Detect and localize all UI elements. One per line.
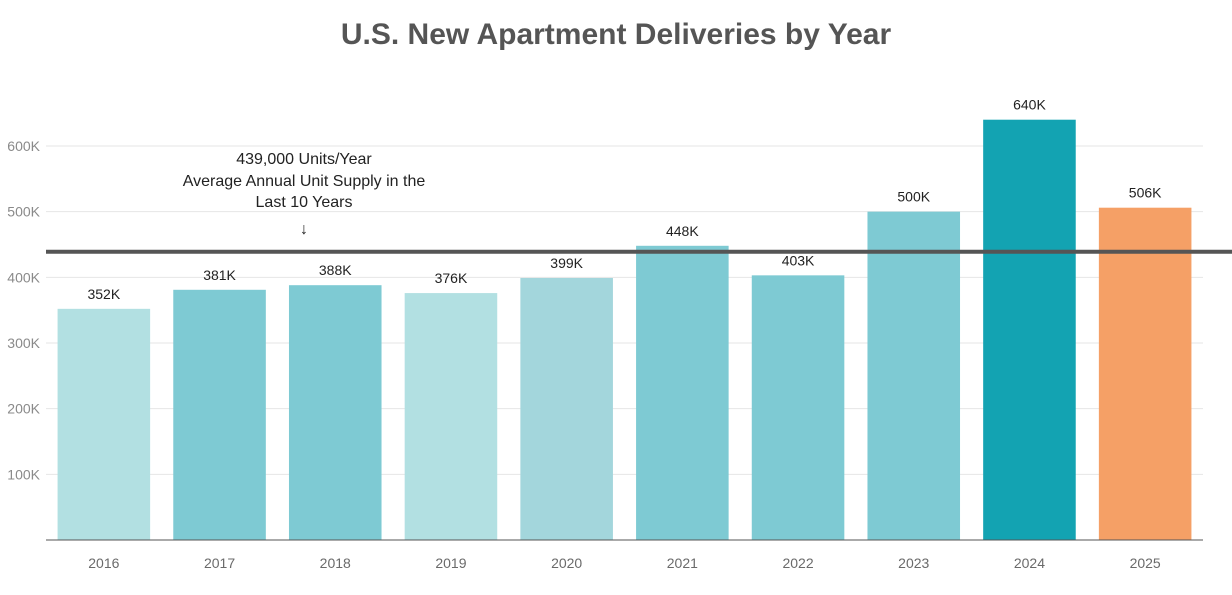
annotation-text: Last 10 Years [256, 194, 353, 211]
bar [1098, 207, 1192, 541]
y-tick-label: 500K [7, 204, 40, 220]
annotation-text: 439,000 Units/Year [236, 151, 372, 168]
x-tick-label: 2023 [898, 555, 929, 571]
bar [173, 289, 266, 540]
x-tick-label: 2021 [667, 555, 698, 571]
x-tick-label: 2025 [1130, 555, 1161, 571]
data-label: 388K [319, 262, 352, 278]
bar [983, 119, 1076, 541]
y-tick-label: 100K [7, 466, 40, 482]
y-tick-label: 300K [7, 335, 40, 351]
y-tick-label: 400K [7, 269, 40, 285]
y-tick-label: 600K [7, 138, 40, 154]
data-label: 500K [897, 189, 930, 205]
bar [636, 245, 729, 540]
x-tick-label: 2022 [782, 555, 813, 571]
data-label: 640K [1013, 97, 1046, 113]
bar [751, 275, 845, 540]
data-label: 352K [87, 286, 120, 302]
x-tick-label: 2018 [320, 555, 351, 571]
data-label: 381K [203, 267, 236, 283]
data-label: 448K [666, 223, 699, 239]
y-tick-label: 200K [7, 401, 40, 417]
bar [57, 308, 151, 540]
x-tick-label: 2024 [1014, 555, 1045, 571]
data-label: 506K [1129, 185, 1162, 201]
data-label: 399K [550, 255, 583, 271]
data-label: 403K [782, 252, 815, 268]
chart-title: U.S. New Apartment Deliveries by Year [340, 18, 892, 51]
x-tick-label: 2020 [551, 555, 582, 571]
bar [288, 285, 382, 540]
x-tick-label: 2019 [435, 555, 466, 571]
bar [520, 277, 613, 540]
data-label: 376K [435, 270, 468, 286]
x-tick-label: 2016 [88, 555, 119, 571]
down-arrow-icon: ↓ [300, 221, 308, 238]
x-tick-label: 2017 [204, 555, 235, 571]
annotation-text: Average Annual Unit Supply in the [183, 173, 426, 190]
bar [867, 211, 961, 540]
bar [404, 293, 498, 540]
